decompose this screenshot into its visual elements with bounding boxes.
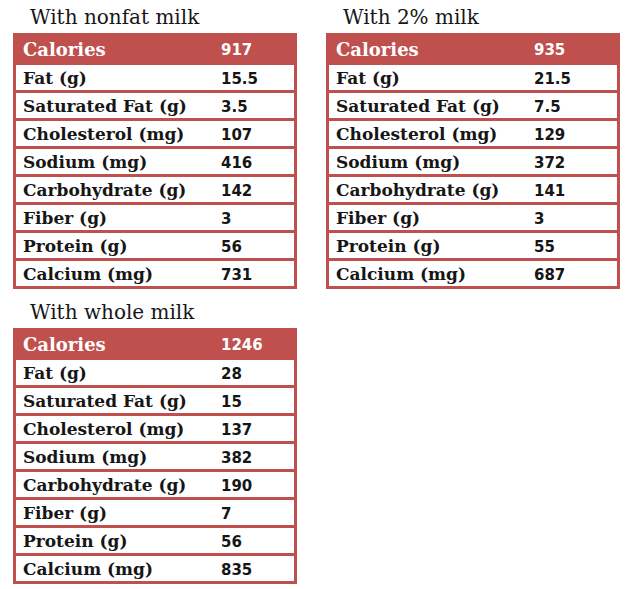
table-header-row: Calories917 bbox=[16, 36, 294, 62]
row-value: 1246 bbox=[221, 334, 263, 354]
table-row: Carbohydrate (g)142 bbox=[16, 174, 294, 202]
table-row: Fiber (g)7 bbox=[16, 497, 294, 525]
nutrition-table-whole-milk: Calories1246Fat (g)28Saturated Fat (g)15… bbox=[13, 328, 297, 584]
table-row: Fiber (g)3 bbox=[329, 202, 617, 230]
table-row: Fat (g)28 bbox=[16, 357, 294, 385]
row-value: 935 bbox=[534, 39, 565, 59]
row-label: Fiber (g) bbox=[16, 503, 221, 523]
table-header-row: Calories935 bbox=[329, 36, 617, 62]
row-label: Sodium (mg) bbox=[16, 152, 221, 172]
row-value: 141 bbox=[534, 180, 565, 200]
row-label: Calories bbox=[329, 39, 534, 60]
table-row: Saturated Fat (g)3.5 bbox=[16, 90, 294, 118]
table-row: Fiber (g)3 bbox=[16, 202, 294, 230]
row-value: 917 bbox=[221, 39, 252, 59]
table-row: Cholesterol (mg)137 bbox=[16, 413, 294, 441]
row-label: Cholesterol (mg) bbox=[329, 124, 534, 144]
table-title-2-percent-milk: With 2% milk bbox=[343, 5, 620, 30]
table-row: Cholesterol (mg)129 bbox=[329, 118, 617, 146]
row-value: 190 bbox=[221, 475, 252, 495]
row-label: Saturated Fat (g) bbox=[329, 96, 534, 116]
nutrition-table-2-percent-milk: Calories935Fat (g)21.5Saturated Fat (g)7… bbox=[326, 33, 620, 289]
row-value: 15.5 bbox=[221, 68, 258, 88]
row-label: Cholesterol (mg) bbox=[16, 419, 221, 439]
table-row: Saturated Fat (g)15 bbox=[16, 385, 294, 413]
row-label: Protein (g) bbox=[329, 236, 534, 256]
row-value: 416 bbox=[221, 152, 252, 172]
row-value: 7.5 bbox=[534, 96, 561, 116]
row-label: Calcium (mg) bbox=[329, 264, 534, 284]
row-label: Calories bbox=[16, 334, 221, 355]
table-title-whole-milk: With whole milk bbox=[30, 300, 297, 325]
row-value: 142 bbox=[221, 180, 252, 200]
table-row: Carbohydrate (g)141 bbox=[329, 174, 617, 202]
row-value: 107 bbox=[221, 124, 252, 144]
row-label: Fiber (g) bbox=[329, 208, 534, 228]
row-label: Carbohydrate (g) bbox=[329, 180, 534, 200]
table-row: Protein (g)55 bbox=[329, 230, 617, 258]
row-label: Cholesterol (mg) bbox=[16, 124, 221, 144]
row-value: 56 bbox=[221, 236, 242, 256]
row-label: Calcium (mg) bbox=[16, 264, 221, 284]
table-row: Calcium (mg)835 bbox=[16, 553, 294, 581]
row-label: Sodium (mg) bbox=[329, 152, 534, 172]
row-label: Calories bbox=[16, 39, 221, 60]
row-value: 21.5 bbox=[534, 68, 571, 88]
nutrition-table-nonfat-milk: Calories917Fat (g)15.5Saturated Fat (g)3… bbox=[13, 33, 297, 289]
row-value: 835 bbox=[221, 559, 252, 579]
table-row: Saturated Fat (g)7.5 bbox=[329, 90, 617, 118]
row-value: 56 bbox=[221, 531, 242, 551]
row-label: Fat (g) bbox=[16, 68, 221, 88]
table-row: Calcium (mg)731 bbox=[16, 258, 294, 286]
row-label: Calcium (mg) bbox=[16, 559, 221, 579]
whole-milk-table-block: With whole milk Calories1246Fat (g)28Sat… bbox=[13, 300, 297, 584]
row-label: Saturated Fat (g) bbox=[16, 96, 221, 116]
row-label: Sodium (mg) bbox=[16, 447, 221, 467]
row-label: Fat (g) bbox=[329, 68, 534, 88]
row-value: 55 bbox=[534, 236, 555, 256]
table-row: Sodium (mg)416 bbox=[16, 146, 294, 174]
row-value: 731 bbox=[221, 264, 252, 284]
table-row: Fat (g)15.5 bbox=[16, 62, 294, 90]
page: { "colors": { "accent_red": "#c0504d", "… bbox=[0, 0, 634, 589]
table-row: Carbohydrate (g)190 bbox=[16, 469, 294, 497]
nonfat-milk-table-block: With nonfat milk Calories917Fat (g)15.5S… bbox=[13, 5, 297, 289]
row-value: 372 bbox=[534, 152, 565, 172]
two-percent-milk-table-block: With 2% milk Calories935Fat (g)21.5Satur… bbox=[326, 5, 620, 289]
row-value: 15 bbox=[221, 391, 242, 411]
row-value: 7 bbox=[221, 503, 231, 523]
row-label: Fat (g) bbox=[16, 363, 221, 383]
row-value: 3 bbox=[221, 208, 231, 228]
row-label: Carbohydrate (g) bbox=[16, 475, 221, 495]
row-value: 687 bbox=[534, 264, 565, 284]
table-row: Fat (g)21.5 bbox=[329, 62, 617, 90]
table-row: Cholesterol (mg)107 bbox=[16, 118, 294, 146]
table-header-row: Calories1246 bbox=[16, 331, 294, 357]
table-title-nonfat-milk: With nonfat milk bbox=[30, 5, 297, 30]
row-label: Protein (g) bbox=[16, 531, 221, 551]
row-value: 3.5 bbox=[221, 96, 248, 116]
row-value: 382 bbox=[221, 447, 252, 467]
table-row: Sodium (mg)372 bbox=[329, 146, 617, 174]
row-label: Fiber (g) bbox=[16, 208, 221, 228]
table-row: Calcium (mg)687 bbox=[329, 258, 617, 286]
table-row: Sodium (mg)382 bbox=[16, 441, 294, 469]
row-label: Protein (g) bbox=[16, 236, 221, 256]
table-row: Protein (g)56 bbox=[16, 230, 294, 258]
row-label: Saturated Fat (g) bbox=[16, 391, 221, 411]
row-value: 3 bbox=[534, 208, 544, 228]
row-value: 28 bbox=[221, 363, 242, 383]
row-value: 129 bbox=[534, 124, 565, 144]
row-value: 137 bbox=[221, 419, 252, 439]
table-row: Protein (g)56 bbox=[16, 525, 294, 553]
row-label: Carbohydrate (g) bbox=[16, 180, 221, 200]
